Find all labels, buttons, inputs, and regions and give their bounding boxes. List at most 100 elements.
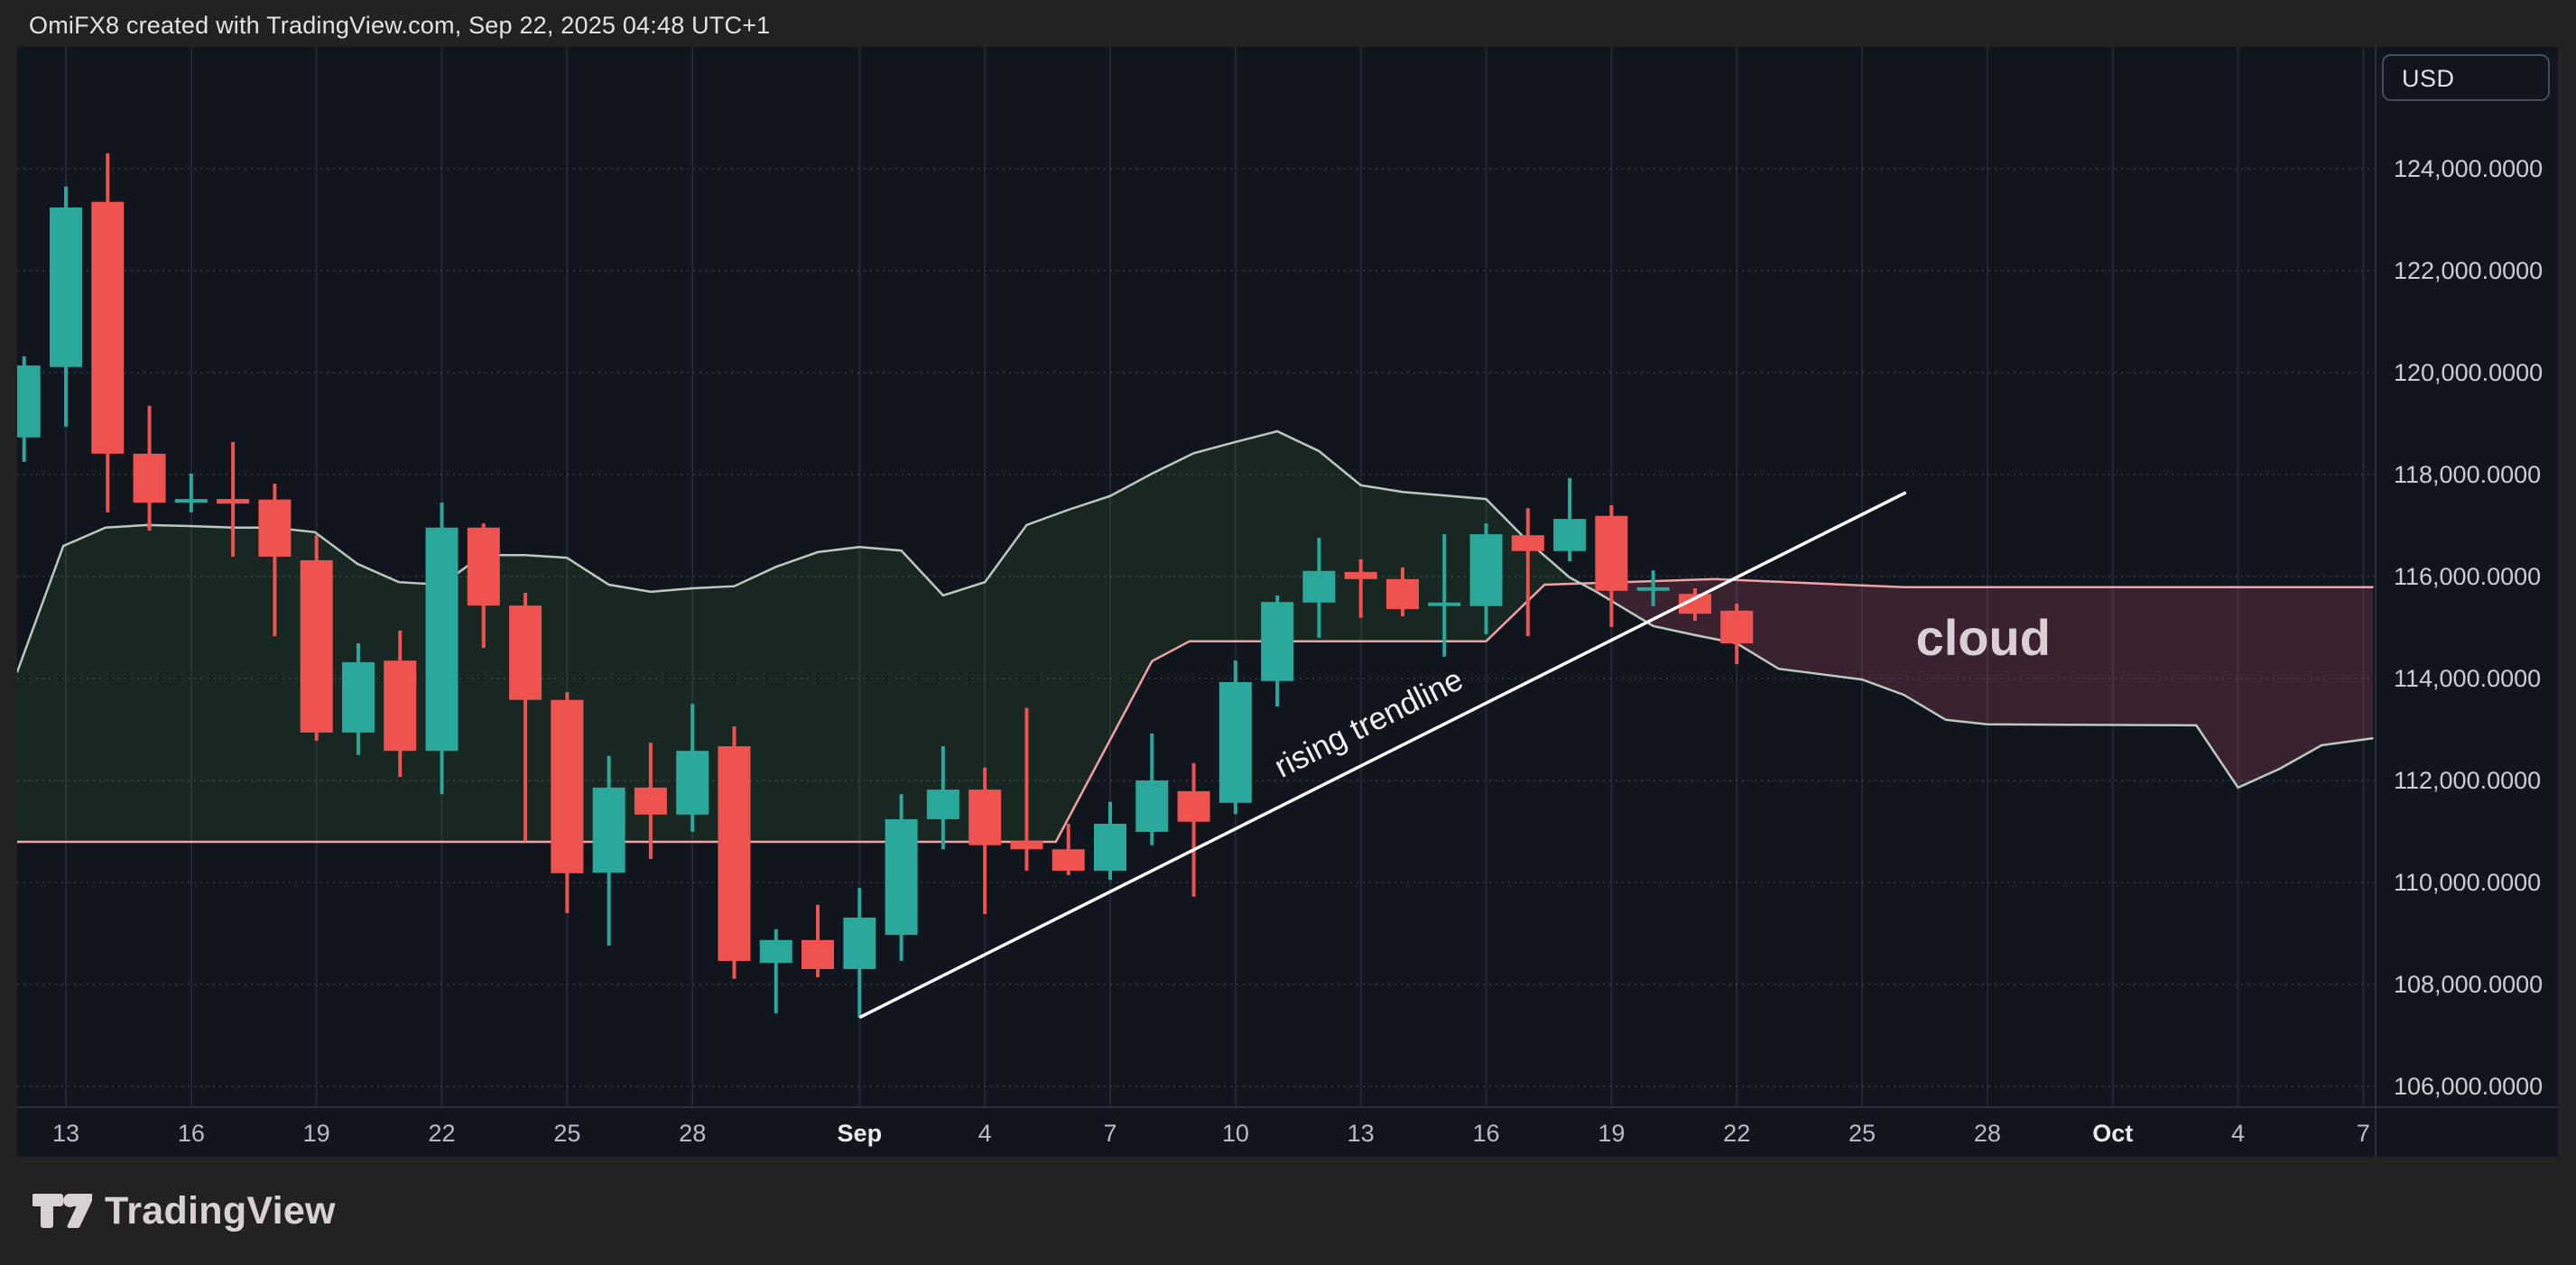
currency-label: USD bbox=[2402, 65, 2455, 92]
candle-wick bbox=[524, 593, 528, 842]
tradingview-logo[interactable]: TradingView bbox=[32, 1184, 336, 1238]
candle-down[interactable] bbox=[1595, 515, 1628, 591]
candle-down[interactable] bbox=[1720, 610, 1754, 643]
candle-up[interactable] bbox=[1094, 823, 1126, 871]
time-axis-label: 4 bbox=[2231, 1120, 2245, 1147]
candle-up[interactable] bbox=[174, 499, 208, 503]
candle-up[interactable] bbox=[843, 917, 876, 970]
candle-down[interactable] bbox=[1177, 790, 1210, 822]
candle-up[interactable] bbox=[676, 751, 709, 815]
candle-down[interactable] bbox=[509, 605, 542, 700]
candle-up[interactable] bbox=[1135, 780, 1169, 833]
senkou-span-b-line[interactable] bbox=[17, 577, 2374, 844]
candle-up[interactable] bbox=[1219, 681, 1252, 803]
candle-wick bbox=[1525, 508, 1530, 637]
candle-wick bbox=[273, 484, 277, 637]
rising-trendline[interactable] bbox=[858, 491, 1907, 1020]
candle-down[interactable] bbox=[467, 527, 500, 606]
chart-title: OmiFX8 created with TradingView.com, Sep… bbox=[29, 12, 771, 39]
candle-up[interactable] bbox=[1636, 586, 1670, 591]
candle-down[interactable] bbox=[1010, 841, 1043, 850]
price-axis-label: 124,000.0000 bbox=[2394, 155, 2543, 182]
tradingview-wordmark: TradingView bbox=[105, 1188, 336, 1233]
price-axis-label: 106,000.0000 bbox=[2394, 1073, 2543, 1100]
time-axis-label: 7 bbox=[1103, 1120, 1117, 1147]
candle-down[interactable] bbox=[1052, 849, 1085, 871]
senkou-span-a-line[interactable] bbox=[17, 429, 2374, 789]
time-axis-label: Oct bbox=[2092, 1120, 2133, 1147]
candle-up[interactable] bbox=[50, 207, 82, 367]
candle-down[interactable] bbox=[300, 559, 333, 733]
price-axis-label: 118,000.0000 bbox=[2394, 461, 2541, 488]
cloud-label[interactable]: cloud bbox=[1916, 609, 2051, 666]
ichimoku-span-lines[interactable] bbox=[17, 429, 2374, 844]
cloud-bearish-area bbox=[1580, 578, 2373, 788]
candle-down[interactable] bbox=[1511, 535, 1544, 551]
candle-wick bbox=[1024, 707, 1029, 871]
time-axis[interactable]: 13 16 19 22 25 28 Sep 4 7 10 13 16 19 22 25 28 Oct 4 7 bbox=[52, 1120, 2370, 1147]
candle-up[interactable] bbox=[341, 661, 375, 733]
time-axis-label: 22 bbox=[1723, 1120, 1750, 1147]
candle-down[interactable] bbox=[968, 789, 1002, 845]
trendline-drawing[interactable] bbox=[858, 491, 1907, 1020]
tradingview-logo-icon bbox=[32, 1194, 92, 1229]
candle-up[interactable] bbox=[1553, 519, 1587, 551]
price-axis-label: 114,000.0000 bbox=[2394, 665, 2541, 692]
time-axis-label: 25 bbox=[553, 1120, 580, 1147]
candle-wick bbox=[189, 473, 193, 512]
candle-wick bbox=[1442, 534, 1447, 657]
candle-down[interactable] bbox=[258, 499, 292, 557]
time-axis-label: 13 bbox=[52, 1120, 79, 1147]
candle-down[interactable] bbox=[384, 660, 417, 752]
time-axis-label: 4 bbox=[978, 1120, 992, 1147]
candle-wick bbox=[1191, 762, 1196, 897]
candle-up[interactable] bbox=[759, 939, 792, 964]
candle-wick bbox=[774, 928, 778, 1014]
time-axis-label: 28 bbox=[679, 1120, 706, 1147]
candle-up[interactable] bbox=[8, 365, 41, 438]
candle-up[interactable] bbox=[425, 527, 459, 752]
candle-up[interactable] bbox=[926, 789, 959, 819]
time-axis-label: 13 bbox=[1348, 1120, 1375, 1147]
candle-down[interactable] bbox=[551, 699, 584, 873]
candle-up[interactable] bbox=[592, 787, 625, 873]
axis-borders bbox=[17, 47, 2558, 1157]
candle-down[interactable] bbox=[1344, 571, 1377, 579]
candle-up[interactable] bbox=[885, 818, 918, 936]
price-axis-label: 120,000.0000 bbox=[2394, 359, 2543, 386]
time-axis-label: 16 bbox=[1472, 1120, 1499, 1147]
time-axis-label: Sep bbox=[838, 1120, 883, 1147]
price-axis-label: 108,000.0000 bbox=[2394, 971, 2543, 998]
candle-down[interactable] bbox=[133, 453, 166, 503]
candlestick-series[interactable] bbox=[8, 153, 1754, 1018]
price-axis-label: 112,000.0000 bbox=[2394, 767, 2541, 794]
candle-down[interactable] bbox=[718, 746, 751, 961]
candle-up[interactable] bbox=[1428, 602, 1461, 606]
candle-down[interactable] bbox=[1385, 578, 1419, 610]
candle-down[interactable] bbox=[1678, 594, 1711, 614]
candle-down[interactable] bbox=[91, 201, 125, 454]
time-axis-label: 10 bbox=[1222, 1120, 1249, 1147]
title-bar: OmiFX8 created with TradingView.com, Sep… bbox=[0, 0, 2576, 47]
candle-up[interactable] bbox=[1469, 534, 1503, 606]
time-axis-label: 22 bbox=[428, 1120, 455, 1147]
candle-wick bbox=[1358, 559, 1363, 618]
time-axis-label: 7 bbox=[2357, 1120, 2370, 1147]
time-axis-label: 19 bbox=[1598, 1120, 1625, 1147]
candle-down[interactable] bbox=[217, 499, 250, 504]
price-axis-label: 116,000.0000 bbox=[2394, 563, 2541, 590]
candle-up[interactable] bbox=[1261, 602, 1294, 681]
price-axis-label: 110,000.0000 bbox=[2394, 869, 2541, 896]
candle-down[interactable] bbox=[802, 939, 835, 970]
trendline-label[interactable]: rising trendline bbox=[1269, 661, 1469, 784]
candle-down[interactable] bbox=[634, 787, 667, 815]
price-axis-label: 122,000.0000 bbox=[2394, 257, 2543, 284]
time-axis-label: 19 bbox=[303, 1120, 330, 1147]
time-axis-label: 25 bbox=[1849, 1120, 1876, 1147]
currency-chip[interactable]: USD bbox=[2382, 54, 2550, 101]
price-axis[interactable]: 124,000.0000 122,000.0000 120,000.0000 118,… bbox=[2394, 155, 2543, 1100]
time-axis-label: 28 bbox=[1974, 1120, 2001, 1147]
candle-up[interactable] bbox=[1302, 570, 1336, 603]
